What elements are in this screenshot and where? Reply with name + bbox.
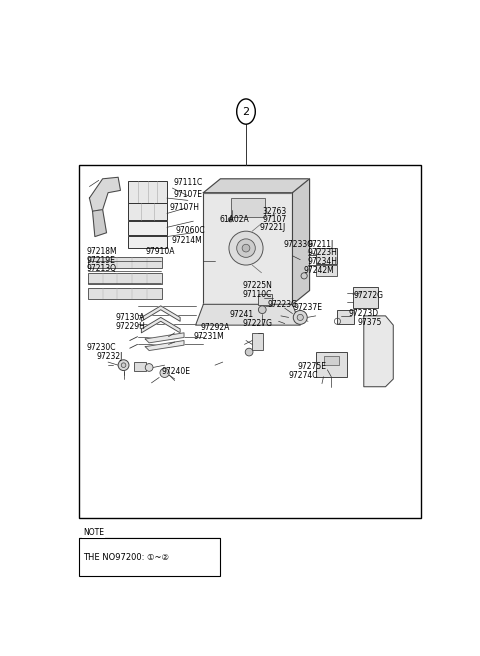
Bar (88, 257, 162, 268)
Bar (133, 362, 146, 371)
Text: 97240E: 97240E (161, 367, 190, 376)
Bar (353, 287, 378, 308)
Ellipse shape (160, 368, 169, 377)
Bar (79, 165, 421, 518)
Text: 97211J: 97211J (307, 240, 334, 249)
Bar (230, 198, 265, 217)
Text: 97273D: 97273D (348, 309, 378, 318)
Text: 97229H: 97229H (115, 321, 145, 331)
Bar (316, 248, 337, 264)
Bar (88, 288, 162, 299)
Ellipse shape (145, 363, 153, 371)
Text: 97241: 97241 (229, 310, 253, 319)
Bar (128, 181, 167, 203)
Text: 97060C: 97060C (175, 226, 205, 235)
Ellipse shape (245, 348, 253, 356)
Text: 32763: 32763 (263, 207, 287, 216)
Polygon shape (196, 304, 300, 325)
Bar (316, 352, 347, 377)
Text: 97221J: 97221J (259, 223, 285, 232)
Text: 97214M: 97214M (172, 236, 203, 245)
Polygon shape (364, 316, 393, 387)
Polygon shape (204, 179, 310, 193)
Text: 97107: 97107 (263, 215, 287, 224)
Polygon shape (145, 340, 184, 350)
Ellipse shape (121, 363, 126, 367)
Bar (79, 539, 220, 576)
Text: 97242M: 97242M (304, 266, 335, 275)
Text: 97223G: 97223G (267, 300, 298, 309)
Bar (204, 193, 292, 304)
Text: 97223H: 97223H (307, 249, 337, 258)
Text: 97292A: 97292A (201, 323, 230, 332)
Text: 97234H: 97234H (307, 257, 337, 266)
Text: 97227G: 97227G (242, 319, 272, 328)
Ellipse shape (301, 273, 307, 279)
Bar (252, 333, 263, 350)
Text: 97230C: 97230C (87, 343, 116, 352)
Bar (128, 203, 167, 220)
Bar (316, 265, 337, 276)
Polygon shape (142, 306, 180, 321)
Text: 97219E: 97219E (86, 256, 115, 264)
Text: 97107E: 97107E (173, 190, 203, 199)
Bar (337, 310, 355, 323)
Ellipse shape (228, 217, 233, 222)
Text: 97274C: 97274C (289, 371, 318, 380)
Text: 97111C: 97111C (173, 178, 203, 187)
Text: 97233G: 97233G (283, 240, 313, 249)
Ellipse shape (237, 239, 255, 257)
Text: 97110C: 97110C (242, 290, 272, 299)
Ellipse shape (297, 314, 303, 321)
Ellipse shape (293, 310, 307, 324)
Text: THE NO97200: ①~②: THE NO97200: ①~② (83, 553, 169, 562)
Text: 97213Q: 97213Q (86, 264, 116, 273)
Text: 2: 2 (242, 106, 250, 117)
Bar (258, 295, 272, 305)
Text: 97107H: 97107H (170, 203, 200, 212)
Text: 97231M: 97231M (193, 332, 224, 341)
Polygon shape (89, 177, 120, 211)
Text: 97225N: 97225N (242, 281, 272, 291)
Text: NOTE: NOTE (83, 528, 104, 537)
Bar (324, 356, 339, 365)
Text: 61A02A: 61A02A (220, 215, 250, 224)
Bar (128, 221, 167, 235)
Text: 97232J: 97232J (96, 352, 123, 361)
Text: 97218M: 97218M (86, 247, 117, 256)
Text: 97272G: 97272G (354, 291, 384, 300)
Text: 97130A: 97130A (115, 313, 144, 322)
Polygon shape (142, 318, 180, 333)
Polygon shape (292, 179, 310, 304)
Ellipse shape (258, 306, 266, 314)
Text: 97275E: 97275E (297, 362, 326, 371)
Ellipse shape (242, 244, 250, 252)
Bar (128, 236, 167, 248)
Text: 97910A: 97910A (145, 247, 175, 256)
Polygon shape (145, 333, 184, 343)
Text: 97375: 97375 (358, 318, 382, 327)
Ellipse shape (118, 359, 129, 371)
Bar (88, 273, 162, 283)
Polygon shape (93, 210, 107, 237)
Text: 97237E: 97237E (294, 303, 323, 312)
Ellipse shape (229, 231, 263, 265)
